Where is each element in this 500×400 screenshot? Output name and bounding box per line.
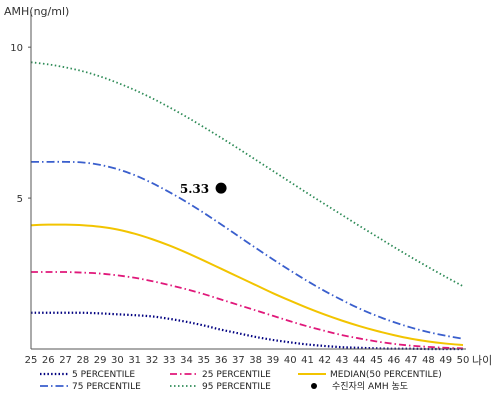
x-tick-label: 42 bbox=[318, 355, 331, 366]
series-line-75-percentile bbox=[30, 160, 464, 340]
x-tick-label: 26 bbox=[42, 355, 55, 366]
x-tick-label: 44 bbox=[353, 355, 366, 366]
x-tick-label: 32 bbox=[146, 355, 159, 366]
x-tick-label: 27 bbox=[59, 355, 72, 366]
legend-label-25-percentile: 25 PERCENTILE bbox=[202, 370, 271, 380]
x-tick-label: 37 bbox=[232, 355, 245, 366]
y-axis-title: AMH(ng/ml) bbox=[4, 5, 69, 18]
x-tick-label: 50 bbox=[457, 355, 470, 366]
x-axis-title: 나이 bbox=[472, 354, 492, 367]
point-layer: 5.33 bbox=[180, 182, 227, 196]
patient-amh-value-label: 5.33 bbox=[180, 182, 209, 196]
legend-label-5-percentile: 5 PERCENTILE bbox=[72, 370, 135, 380]
x-tick-label: 30 bbox=[111, 355, 124, 366]
series-line-95-percentile bbox=[30, 61, 464, 288]
series-line-5-percentile bbox=[31, 311, 463, 351]
ticks-layer: 25 26 27 28 29 30 31 32 33 34 35 36 37 38 39 40 41 42 43 44… bbox=[10, 43, 469, 366]
x-tick-label: 39 bbox=[267, 355, 280, 366]
x-tick-label: 49 bbox=[439, 355, 452, 366]
x-tick-label: 40 bbox=[284, 355, 297, 366]
legend-label-patient-point: 수진자의 AMH 농도 bbox=[332, 381, 408, 392]
y-tick-label: 5 bbox=[17, 194, 23, 205]
legend: 5 PERCENTILE 25 PERCENTILE MEDIAN(50 PERCE… bbox=[40, 370, 442, 392]
x-tick-label: 38 bbox=[249, 355, 262, 366]
x-tick-label: 41 bbox=[301, 355, 314, 366]
y-tick-label: 10 bbox=[10, 43, 23, 54]
legend-label-95-percentile: 95 PERCENTILE bbox=[202, 382, 271, 392]
x-tick-label: 33 bbox=[163, 355, 176, 366]
x-tick-label: 28 bbox=[76, 355, 89, 366]
x-tick-label: 43 bbox=[336, 355, 349, 366]
x-tick-label: 31 bbox=[128, 355, 141, 366]
series-line-25-percentile bbox=[31, 271, 464, 350]
x-tick-label: 46 bbox=[388, 355, 401, 366]
series-line-median-50-percentile bbox=[30, 223, 464, 347]
x-tick-label: 34 bbox=[180, 355, 193, 366]
legend-swatch-patient-point bbox=[311, 383, 317, 389]
x-tick-label: 45 bbox=[370, 355, 383, 366]
series-layer bbox=[30, 61, 464, 351]
x-tick-label: 25 bbox=[25, 355, 38, 366]
legend-label-median-50-percentile: MEDIAN(50 PERCENTILE) bbox=[330, 370, 442, 380]
x-tick-label: 36 bbox=[215, 355, 228, 366]
axes-layer: AMH(ng/ml) 나이 bbox=[4, 5, 492, 367]
x-tick-label: 47 bbox=[405, 355, 418, 366]
legend-label-75-percentile: 75 PERCENTILE bbox=[72, 382, 141, 392]
x-tick-label: 29 bbox=[94, 355, 107, 366]
patient-amh-point bbox=[215, 182, 227, 194]
x-tick-label: 35 bbox=[197, 355, 210, 366]
x-tick-label: 48 bbox=[422, 355, 435, 366]
